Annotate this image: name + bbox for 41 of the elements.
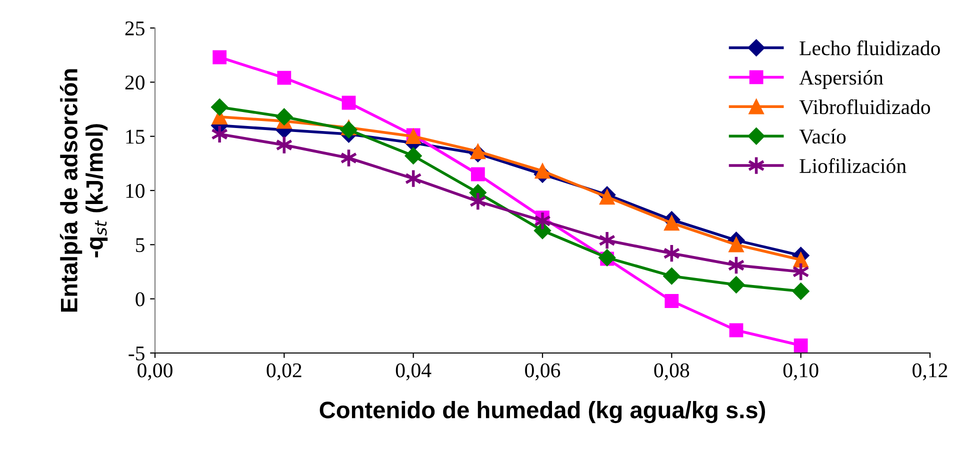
x-tick-label: 0,04 [396, 363, 432, 380]
x-tick-label: 0,08 [654, 363, 690, 380]
y-axis-title: Entalpía de adsorción -q$_{st}$ (kJ/mol) [60, 69, 108, 312]
legend-label: Lecho fluidizado [800, 40, 940, 56]
legend-label: Vacío [799, 128, 846, 144]
y-tick-label: 20 [125, 76, 144, 90]
point [792, 282, 810, 300]
x-tick-label: 0,02 [266, 363, 302, 380]
y-tick-label: 25 [125, 21, 144, 36]
legend-label: Aspersión [799, 70, 884, 89]
point [340, 121, 358, 138]
point [663, 268, 680, 285]
point [729, 323, 744, 338]
point [793, 252, 808, 268]
y-tick-label: -5 [128, 346, 144, 360]
point [664, 215, 680, 231]
point [470, 144, 486, 160]
y-tick-label: 5 [136, 238, 144, 252]
point [728, 237, 744, 252]
point [470, 167, 485, 182]
x-tick-label: 0,06 [525, 363, 560, 380]
x-axis-title: Contenido de humedad (kg agua/kg s.s) [320, 401, 766, 424]
y-tick-label: 10 [126, 184, 144, 198]
point [342, 96, 356, 110]
legend-label: Liofilización [800, 158, 906, 174]
point [212, 50, 227, 64]
y-tick-label: 15 [126, 130, 144, 144]
y-tick-label: 0 [136, 292, 144, 306]
point [211, 98, 228, 116]
point [276, 108, 293, 126]
point [277, 70, 292, 85]
x-tick-label: 0,00 [138, 363, 172, 380]
legend-label: Vibrofluidizado [799, 99, 930, 114]
x-tick-label: 0,12 [912, 363, 948, 380]
point [728, 276, 745, 294]
point [599, 189, 615, 205]
x-tick-label: 0,10 [783, 363, 818, 380]
point [664, 294, 679, 308]
point [794, 338, 808, 352]
point [534, 163, 550, 179]
point [404, 147, 422, 164]
